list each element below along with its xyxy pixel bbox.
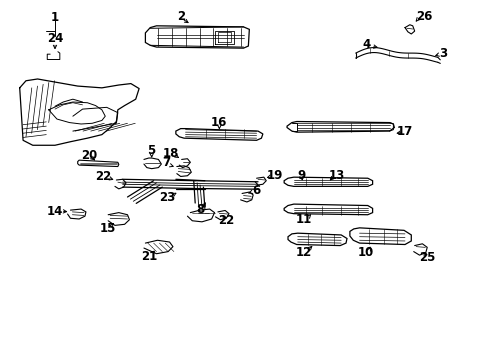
Text: 8: 8: [196, 203, 203, 216]
Text: 22: 22: [95, 170, 111, 183]
Text: 15: 15: [100, 222, 116, 235]
Text: 25: 25: [418, 252, 434, 265]
Text: 3: 3: [439, 46, 447, 60]
Text: 19: 19: [266, 168, 282, 181]
Text: 23: 23: [159, 190, 175, 203]
Text: 4: 4: [362, 38, 370, 51]
Text: 24: 24: [47, 32, 63, 45]
Text: 11: 11: [295, 213, 311, 226]
Text: 9: 9: [297, 168, 305, 181]
Text: 1: 1: [51, 11, 59, 24]
Text: 26: 26: [415, 10, 432, 23]
Text: 18: 18: [163, 147, 179, 160]
Text: 13: 13: [327, 168, 344, 181]
Text: 5: 5: [147, 144, 156, 157]
Text: 6: 6: [251, 184, 260, 197]
Text: 21: 21: [141, 251, 157, 264]
Text: 14: 14: [47, 205, 63, 218]
Text: 16: 16: [211, 116, 227, 129]
Text: 22: 22: [218, 214, 234, 227]
Text: 20: 20: [81, 149, 97, 162]
Text: 17: 17: [396, 125, 412, 138]
Text: 7: 7: [162, 157, 170, 170]
Text: 10: 10: [357, 246, 373, 259]
Text: 2: 2: [177, 10, 185, 23]
Text: 12: 12: [295, 246, 311, 259]
